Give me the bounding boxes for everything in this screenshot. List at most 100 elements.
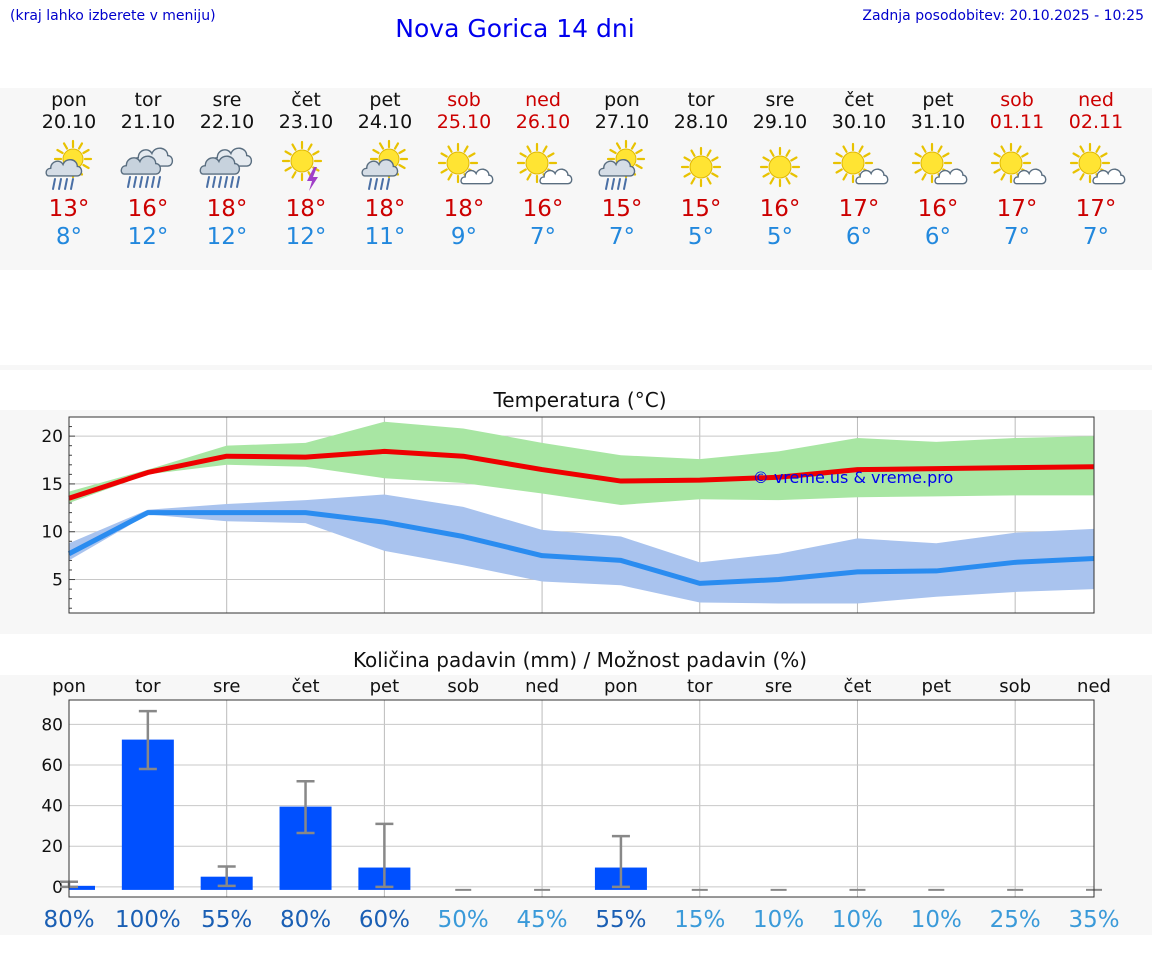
x-day-label: pet: [370, 676, 400, 697]
forecast-max-temp: 17°: [996, 196, 1038, 222]
sun-small-cloud-icon: [1069, 142, 1126, 185]
precip-probability-label: 100%: [115, 907, 181, 933]
forecast-min-temp: 5°: [766, 224, 794, 250]
forecast-max-temp: 15°: [601, 196, 643, 222]
forecast-day-name: sob: [447, 89, 481, 111]
forecast-min-temp: 5°: [687, 224, 715, 250]
forecast-day-name: tor: [134, 89, 162, 111]
forecast-date: 31.10: [910, 111, 966, 133]
x-day-label: sre: [213, 676, 240, 697]
forecast-min-temp: 11°: [364, 224, 406, 250]
forecast-day-name: pon: [51, 89, 87, 111]
forecast-date: 28.10: [673, 111, 729, 133]
sun-icon: [680, 146, 722, 188]
forecast-min-temp: 12°: [127, 224, 169, 250]
x-day-label: ned: [525, 676, 559, 697]
forecast-day: čet 30.10 17° 6°: [814, 88, 904, 251]
forecast-day-name: tor: [687, 89, 715, 111]
forecast-max-temp: 13°: [48, 196, 90, 222]
y-tick-label: 0: [52, 878, 63, 898]
y-tick-label: 20: [41, 427, 63, 447]
forecast-min-temp: 12°: [285, 224, 327, 250]
forecast-max-temp: 16°: [127, 196, 169, 222]
precip-probability-label: 45%: [517, 907, 568, 933]
region-hint: (kraj lahko izberete v meniju): [10, 8, 216, 24]
forecast-date: 26.10: [515, 111, 571, 133]
forecast-max-temp: 18°: [443, 196, 485, 222]
forecast-day: tor 28.10 15° 5°: [656, 88, 746, 251]
forecast-day-name: sre: [212, 89, 242, 111]
precip-probability-label: 10%: [911, 907, 962, 933]
sun-small-cloud-icon: [832, 142, 889, 185]
max-temp-line: [68, 448, 1095, 501]
forecast-min-temp: 7°: [608, 224, 636, 250]
forecast-day: pon 27.10 15° 7°: [577, 88, 667, 251]
forecast-day-name: pet: [922, 89, 954, 111]
x-day-label: sob: [447, 676, 479, 697]
forecast-day: čet 23.10 18° 12°: [261, 88, 351, 251]
cloudy-heavy-rain-icon: [120, 147, 174, 188]
precipitation-chart: 0 20 40 60 80 pon tor sre čet pet sob ned pon tor sre č…: [41, 676, 1119, 933]
precip-probability-label: 80%: [280, 907, 331, 933]
forecast-day-name: ned: [1078, 89, 1114, 111]
precip-probability-label: 10%: [832, 907, 883, 933]
y-tick-label: 40: [41, 797, 63, 817]
page-title: Nova Gorica 14 dni: [395, 14, 635, 43]
forecast-max-temp: 17°: [838, 196, 880, 222]
precip-probability-label: 80%: [43, 907, 94, 933]
min-temp-line: [67, 510, 1095, 586]
forecast-max-temp: 16°: [759, 196, 801, 222]
forecast-date: 01.11: [989, 111, 1045, 133]
precipitation-chart-title: Količina padavin (mm) / Možnost padavin …: [352, 648, 808, 672]
partly-cloudy-rain-icon: [598, 139, 646, 190]
forecast-date: 29.10: [752, 111, 808, 133]
forecast-date: 22.10: [199, 111, 255, 133]
forecast-min-temp: 9°: [450, 224, 478, 250]
forecast-max-temp: 17°: [1075, 196, 1117, 222]
x-day-label: sob: [999, 676, 1031, 697]
forecast-max-temp: 18°: [364, 196, 406, 222]
x-day-label: sre: [765, 676, 792, 697]
forecast-day: ned 02.11 17° 7°: [1051, 88, 1141, 251]
y-tick-label: 5: [52, 571, 63, 591]
forecast-min-temp: 6°: [845, 224, 873, 250]
forecast-day-name: čet: [291, 89, 321, 111]
forecast-day: sre 29.10 16° 5°: [735, 88, 825, 251]
forecast-day-name: sre: [765, 89, 795, 111]
precip-probability-label: 55%: [201, 907, 252, 933]
forecast-date: 23.10: [278, 111, 334, 133]
x-day-label: čet: [292, 676, 320, 697]
forecast-max-temp: 18°: [206, 196, 248, 222]
max-temp-range-band: [69, 421, 1094, 505]
forecast-min-temp: 8°: [55, 224, 83, 250]
precip-probability-label: 25%: [990, 907, 1041, 933]
x-day-label: pon: [52, 676, 86, 697]
forecast-date: 30.10: [831, 111, 887, 133]
forecast-day: tor 21.10 16° 12°: [103, 88, 193, 251]
daily-forecast-panel: pon 20.10 13° 8° tor 21.10 16° 12° sre 22.10 18° 12…: [0, 88, 1152, 270]
partly-cloudy-rain-icon: [361, 139, 409, 190]
plot-frame: [68, 416, 1095, 614]
precip-probability-label: 55%: [595, 907, 646, 933]
temperature-chart-title: Temperatura (°C): [493, 388, 667, 412]
forecast-date: 21.10: [120, 111, 176, 133]
y-tick-label: 80: [41, 715, 63, 735]
forecast-min-temp: 7°: [1082, 224, 1110, 250]
forecast-max-temp: 16°: [917, 196, 959, 222]
sun-small-cloud-icon: [990, 142, 1047, 185]
partly-cloudy-rain-icon: [45, 139, 93, 190]
y-tick-label: 10: [41, 523, 63, 543]
x-day-label: ned: [1077, 676, 1111, 697]
precip-probability-label: 50%: [438, 907, 489, 933]
forecast-min-temp: 7°: [529, 224, 557, 250]
forecast-min-temp: 12°: [206, 224, 248, 250]
x-day-label: pon: [604, 676, 638, 697]
last-updated: Zadnja posodobitev: 20.10.2025 - 10:25: [862, 8, 1144, 24]
y-tick-label: 60: [41, 756, 63, 776]
y-tick-label: 20: [41, 837, 63, 857]
divider: [0, 365, 1152, 370]
forecast-date: 02.11: [1068, 111, 1124, 133]
precip-probability-label: 10%: [753, 907, 804, 933]
plot-frame: [68, 699, 1095, 898]
forecast-min-temp: 6°: [924, 224, 952, 250]
